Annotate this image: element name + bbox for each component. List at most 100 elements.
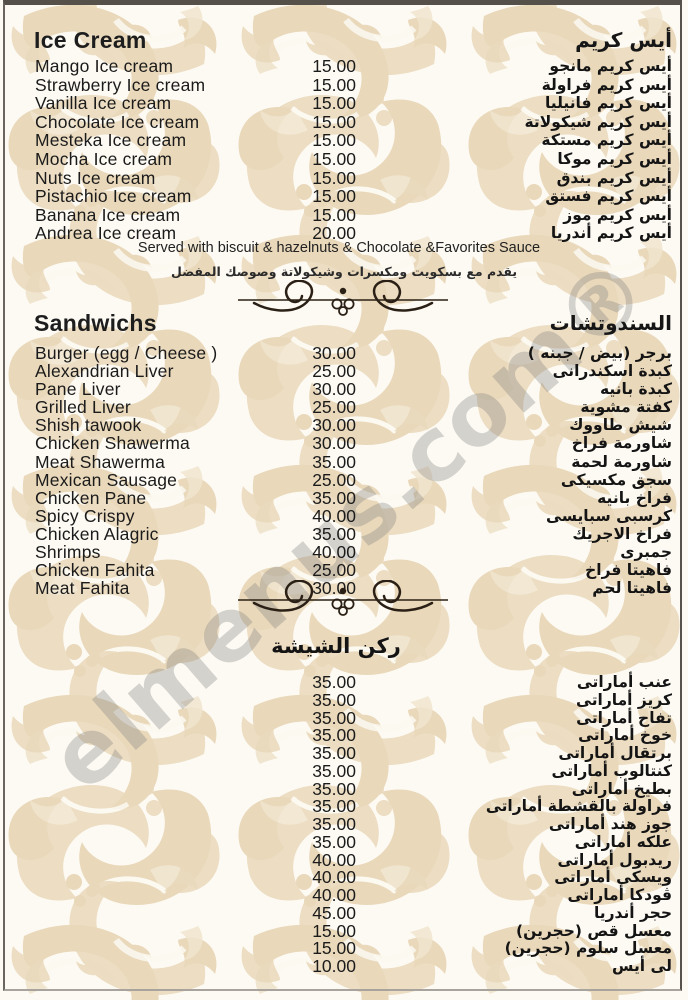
item-name-ar: خوخ أماراتى <box>578 726 672 745</box>
item-name-ar: عنب أماراتى <box>576 673 672 691</box>
item-name-ar: أيس كريم مانجو <box>549 57 672 75</box>
item-name-ar: شاورمة فراخ <box>571 434 672 453</box>
item-name-en: Andrea Ice cream <box>35 223 177 244</box>
serving-note-en: Served with biscuit & hazelnuts & Chocol… <box>137 240 541 256</box>
item-name-en: Chicken Shawerma <box>35 433 190 454</box>
item-price: 20.00 <box>312 223 356 244</box>
menu-item-row: Chicken Pane 35.00 فراخ بانيه <box>0 489 688 507</box>
menu-item-row: 35.00 علكه أماراتى <box>0 831 688 852</box>
menu-item-row: Alexandrian Liver 25.00 كبدة اسكندرانى <box>0 362 688 380</box>
menu-item-row: Pane Liver 30.00 كبدة بانيه <box>0 380 688 398</box>
shisha-list: 35.00 عنب أماراتى 35.00 كريز أماراتى 35.… <box>0 672 688 976</box>
shisha-section-title-ar: ركن الشيشة <box>271 634 401 658</box>
item-price: 35.00 <box>312 831 356 852</box>
item-price: 35.00 <box>312 672 356 692</box>
item-name-en: Mexican Sausage <box>35 469 178 490</box>
item-name-ar: أيس كريم موز <box>563 205 672 224</box>
menu-item-row: Shish tawook 30.00 شيش طاووك <box>0 416 688 434</box>
item-name-ar: كفتة مشوية <box>580 398 672 417</box>
item-price: 40.00 <box>312 505 356 526</box>
item-name-en: Chicken Fahita <box>35 560 155 581</box>
item-price: 30.00 <box>312 415 356 436</box>
item-name-ar: أيس كريم شيكولاتة <box>524 112 672 131</box>
sandwiches-list: Burger (egg / Cheese ) 30.00 برجر (بيض /… <box>0 344 688 597</box>
menu-item-row: Grilled Liver 25.00 كفتة مشوية <box>0 398 688 416</box>
menu-item-row: Banana Ice cream 15.00 أيس كريم موز <box>0 206 688 225</box>
menu-item-row: Vanilla Ice cream 15.00 أيس كريم فانيليا <box>0 94 688 113</box>
menu-item-row: 35.00 خوخ أماراتى <box>0 725 688 746</box>
item-name-en: Shrimps <box>35 542 101 563</box>
item-price: 15.00 <box>312 938 356 959</box>
menu-item-row: Andrea Ice cream 20.00 أيس كريم أندريا <box>0 224 688 243</box>
item-price: 15.00 <box>312 148 356 169</box>
item-name-ar: فراخ بانيه <box>597 488 672 507</box>
menu-item-row: 45.00 حجر أندريا <box>0 902 688 923</box>
item-price: 15.00 <box>312 56 356 76</box>
menu-item-row: 10.00 لى أيس <box>0 957 688 976</box>
item-price: 30.00 <box>312 343 356 363</box>
menu-item-row: Chicken Alagric 35.00 فراخ الاجريك <box>0 525 688 543</box>
item-name-en: Banana Ice cream <box>35 204 181 225</box>
item-name-en: Grilled Liver <box>35 397 131 418</box>
item-price: 15.00 <box>312 920 356 941</box>
item-name-en: Nuts Ice cream <box>35 167 156 188</box>
item-name-en: Pistachio Ice cream <box>35 186 192 207</box>
menu-item-row: Strawberry Ice cream 15.00 أيس كريم فراو… <box>0 75 688 95</box>
item-name-ar: علكه أماراتى <box>574 832 672 851</box>
item-name-en: Mocha Ice cream <box>35 148 173 169</box>
item-name-en: Spicy Crispy <box>35 505 135 526</box>
item-price: 35.00 <box>312 760 356 781</box>
item-name-en: Mango Ice cream <box>35 56 174 76</box>
item-name-en: Burger (egg / Cheese ) <box>35 343 218 363</box>
sandwiches-title-ar: السندوتشات <box>549 311 672 335</box>
menu-item-row: 35.00 بطيخ أماراتى <box>0 780 688 799</box>
menu-item-row: Chicken Fahita 25.00 فاهيتا فراخ <box>0 561 688 579</box>
item-price: 35.00 <box>312 796 356 817</box>
divider-ornament <box>238 580 448 616</box>
divider-ornament <box>238 280 448 316</box>
item-price: 25.00 <box>312 469 356 490</box>
item-price: 15.00 <box>312 167 356 188</box>
item-price: 30.00 <box>312 433 356 454</box>
menu-item-row: 40.00 ريدبول أماراتى <box>0 849 688 870</box>
menu-item-row: 40.00 ڤودكا أماراتى <box>0 885 688 905</box>
item-price: 40.00 <box>312 885 356 905</box>
menu-item-row: Mexican Sausage 25.00 سجق مكسيكى <box>0 471 688 489</box>
item-price: 35.00 <box>312 707 356 728</box>
item-name-ar: شاورمة لحمة <box>571 452 672 471</box>
item-name-en: Meat Fahita <box>35 578 130 599</box>
item-price: 30.00 <box>312 379 356 400</box>
menu-item-row: Chocolate Ice cream 15.00 أيس كريم شيكول… <box>0 113 688 132</box>
item-price: 25.00 <box>312 361 356 382</box>
item-name-ar: تفاح أماراتى <box>576 708 672 727</box>
item-name-ar: حجر أندريا <box>593 903 672 922</box>
item-price: 15.00 <box>312 93 356 114</box>
menu-item-row: Shrimps 40.00 جمبرى <box>0 543 688 561</box>
item-price: 35.00 <box>312 487 356 508</box>
item-price: 35.00 <box>312 451 356 472</box>
item-price: 15.00 <box>312 204 356 225</box>
menu-item-row: 35.00 فراولة بالقشطة أماراتى <box>0 796 688 817</box>
menu-item-row: Nuts Ice cream 15.00 أيس كريم بندق <box>0 167 688 188</box>
item-name-en: Alexandrian Liver <box>35 361 174 382</box>
sandwiches-title-en: Sandwichs <box>34 310 157 336</box>
item-name-ar: أيس كريم فستق <box>545 187 672 206</box>
item-price: 45.00 <box>312 902 356 923</box>
item-name-ar: أيس كريم موكا <box>557 149 672 168</box>
item-name-en: Pane Liver <box>35 379 121 400</box>
item-name-ar: فاهيتا فراخ <box>585 561 672 580</box>
menu-item-row: Mango Ice cream 15.00 أيس كريم مانجو <box>0 57 688 76</box>
item-price: 40.00 <box>312 849 356 870</box>
item-name-ar: أيس كريم فانيليا <box>544 94 672 113</box>
item-price: 35.00 <box>312 725 356 746</box>
item-name-ar: أيس كريم أندريا <box>550 224 672 243</box>
menu-item-row: Mocha Ice cream 15.00 أيس كريم موكا <box>0 150 688 169</box>
item-price: 25.00 <box>312 397 356 418</box>
item-name-en: Chicken Alagric <box>35 523 159 544</box>
item-name-ar: كنتالوب أماراتى <box>551 761 672 780</box>
menu-item-row: Burger (egg / Cheese ) 30.00 برجر (بيض /… <box>0 344 688 362</box>
item-name-ar: كبدة اسكندرانى <box>552 362 672 381</box>
ice-cream-list: Mango Ice cream 15.00 أيس كريم مانجو Str… <box>0 57 688 243</box>
item-name-ar: ريدبول أماراتى <box>557 850 672 869</box>
